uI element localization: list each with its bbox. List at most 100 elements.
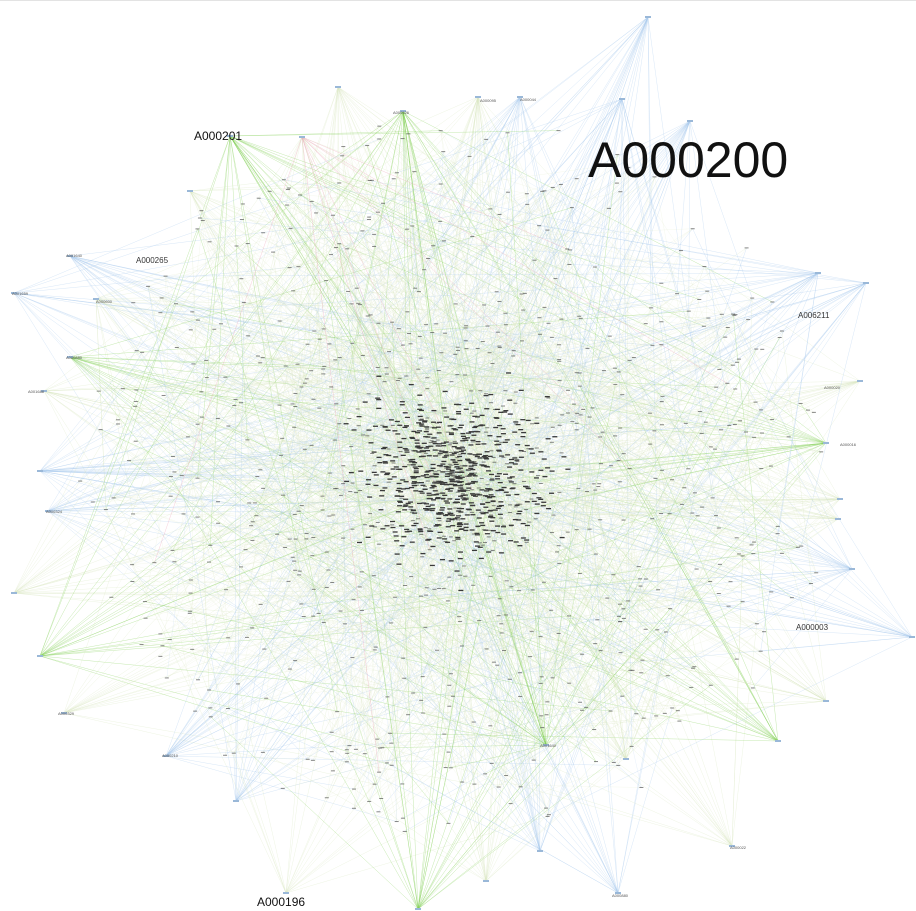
graph-node[interactable] bbox=[496, 508, 501, 509]
graph-node[interactable] bbox=[704, 422, 708, 423]
graph-node[interactable] bbox=[495, 478, 500, 479]
graph-node[interactable] bbox=[560, 414, 564, 415]
graph-node[interactable] bbox=[193, 711, 197, 712]
graph-node[interactable] bbox=[216, 523, 220, 524]
graph-node[interactable] bbox=[406, 503, 411, 504]
graph-node[interactable] bbox=[501, 533, 506, 534]
graph-node[interactable] bbox=[444, 767, 448, 768]
graph-node[interactable] bbox=[443, 333, 447, 334]
graph-node[interactable] bbox=[355, 288, 359, 289]
graph-node[interactable] bbox=[744, 432, 748, 433]
graph-node[interactable] bbox=[519, 450, 524, 451]
graph-node[interactable] bbox=[351, 529, 355, 530]
graph-node[interactable] bbox=[458, 478, 463, 479]
graph-node[interactable] bbox=[456, 347, 460, 348]
graph-node[interactable] bbox=[174, 303, 178, 304]
graph-node[interactable] bbox=[485, 451, 490, 452]
graph-node[interactable] bbox=[401, 438, 406, 439]
graph-node[interactable] bbox=[462, 465, 467, 466]
graph-node[interactable] bbox=[618, 481, 622, 482]
graph-node[interactable] bbox=[443, 451, 448, 452]
graph-node[interactable] bbox=[450, 479, 455, 480]
graph-node[interactable] bbox=[420, 485, 425, 486]
small-label-2[interactable]: A000880 bbox=[66, 355, 83, 360]
graph-node[interactable] bbox=[109, 597, 113, 598]
graph-node[interactable] bbox=[398, 491, 403, 492]
graph-node[interactable] bbox=[557, 359, 561, 360]
graph-node[interactable] bbox=[361, 434, 365, 435]
graph-node[interactable] bbox=[731, 314, 735, 315]
graph-node[interactable] bbox=[436, 497, 441, 498]
graph-node[interactable] bbox=[439, 352, 443, 353]
graph-node[interactable] bbox=[349, 446, 353, 447]
graph-node[interactable] bbox=[408, 459, 413, 460]
graph-node[interactable] bbox=[428, 446, 433, 447]
graph-node[interactable] bbox=[463, 576, 467, 577]
graph-node[interactable] bbox=[255, 476, 259, 477]
graph-node[interactable] bbox=[584, 707, 588, 708]
graph-node[interactable] bbox=[676, 710, 680, 711]
graph-node[interactable] bbox=[578, 702, 582, 703]
graph-node[interactable] bbox=[650, 518, 654, 519]
graph-node[interactable] bbox=[121, 388, 125, 389]
graph-node[interactable] bbox=[659, 513, 663, 514]
graph-node[interactable] bbox=[460, 518, 465, 519]
graph-node[interactable] bbox=[609, 465, 613, 466]
graph-node[interactable] bbox=[417, 395, 422, 396]
graph-node[interactable] bbox=[472, 411, 476, 412]
graph-node[interactable] bbox=[404, 481, 409, 482]
graph-node[interactable] bbox=[480, 504, 485, 505]
graph-node[interactable] bbox=[425, 471, 430, 472]
graph-node[interactable] bbox=[557, 545, 561, 546]
graph-node[interactable] bbox=[376, 408, 381, 409]
graph-node[interactable] bbox=[691, 668, 695, 669]
graph-node[interactable] bbox=[539, 636, 543, 637]
graph-hub-node[interactable] bbox=[623, 758, 629, 760]
graph-node[interactable] bbox=[460, 645, 464, 646]
graph-node[interactable] bbox=[613, 368, 617, 369]
graph-node[interactable] bbox=[330, 751, 334, 752]
graph-node[interactable] bbox=[769, 591, 773, 592]
graph-node[interactable] bbox=[395, 495, 400, 496]
graph-node[interactable] bbox=[226, 637, 230, 638]
graph-node[interactable] bbox=[326, 569, 330, 570]
graph-node[interactable] bbox=[387, 351, 391, 352]
graph-node[interactable] bbox=[490, 363, 494, 364]
graph-node[interactable] bbox=[613, 384, 617, 385]
graph-node[interactable] bbox=[334, 403, 338, 404]
graph-node[interactable] bbox=[644, 579, 648, 580]
graph-node[interactable] bbox=[575, 178, 579, 179]
graph-node[interactable] bbox=[814, 572, 818, 573]
graph-node[interactable] bbox=[331, 215, 335, 216]
graph-node[interactable] bbox=[347, 418, 351, 419]
graph-node[interactable] bbox=[566, 390, 570, 391]
graph-node[interactable] bbox=[488, 725, 492, 726]
graph-node[interactable] bbox=[458, 621, 462, 622]
graph-node[interactable] bbox=[488, 394, 493, 395]
graph-node[interactable] bbox=[438, 532, 443, 533]
graph-node[interactable] bbox=[376, 376, 381, 377]
graph-node[interactable] bbox=[424, 527, 428, 528]
graph-node[interactable] bbox=[442, 495, 447, 496]
graph-node[interactable] bbox=[292, 427, 296, 428]
graph-node[interactable] bbox=[337, 182, 341, 183]
graph-node[interactable] bbox=[585, 491, 589, 492]
graph-node[interactable] bbox=[472, 722, 476, 723]
graph-node[interactable] bbox=[539, 483, 543, 484]
tiny-node-label[interactable]: A000324 bbox=[46, 509, 63, 514]
graph-node[interactable] bbox=[510, 476, 515, 477]
graph-node[interactable] bbox=[422, 421, 427, 422]
graph-node[interactable] bbox=[434, 323, 438, 324]
graph-node[interactable] bbox=[298, 194, 302, 195]
graph-node[interactable] bbox=[632, 357, 636, 358]
graph-node[interactable] bbox=[440, 463, 445, 464]
graph-node[interactable] bbox=[433, 473, 438, 474]
graph-node[interactable] bbox=[162, 395, 166, 396]
graph-node[interactable] bbox=[321, 373, 325, 374]
graph-node[interactable] bbox=[485, 648, 489, 649]
graph-node[interactable] bbox=[538, 499, 543, 500]
graph-node[interactable] bbox=[518, 504, 522, 505]
graph-node[interactable] bbox=[413, 466, 418, 467]
graph-node[interactable] bbox=[436, 518, 441, 519]
graph-node[interactable] bbox=[281, 788, 285, 789]
